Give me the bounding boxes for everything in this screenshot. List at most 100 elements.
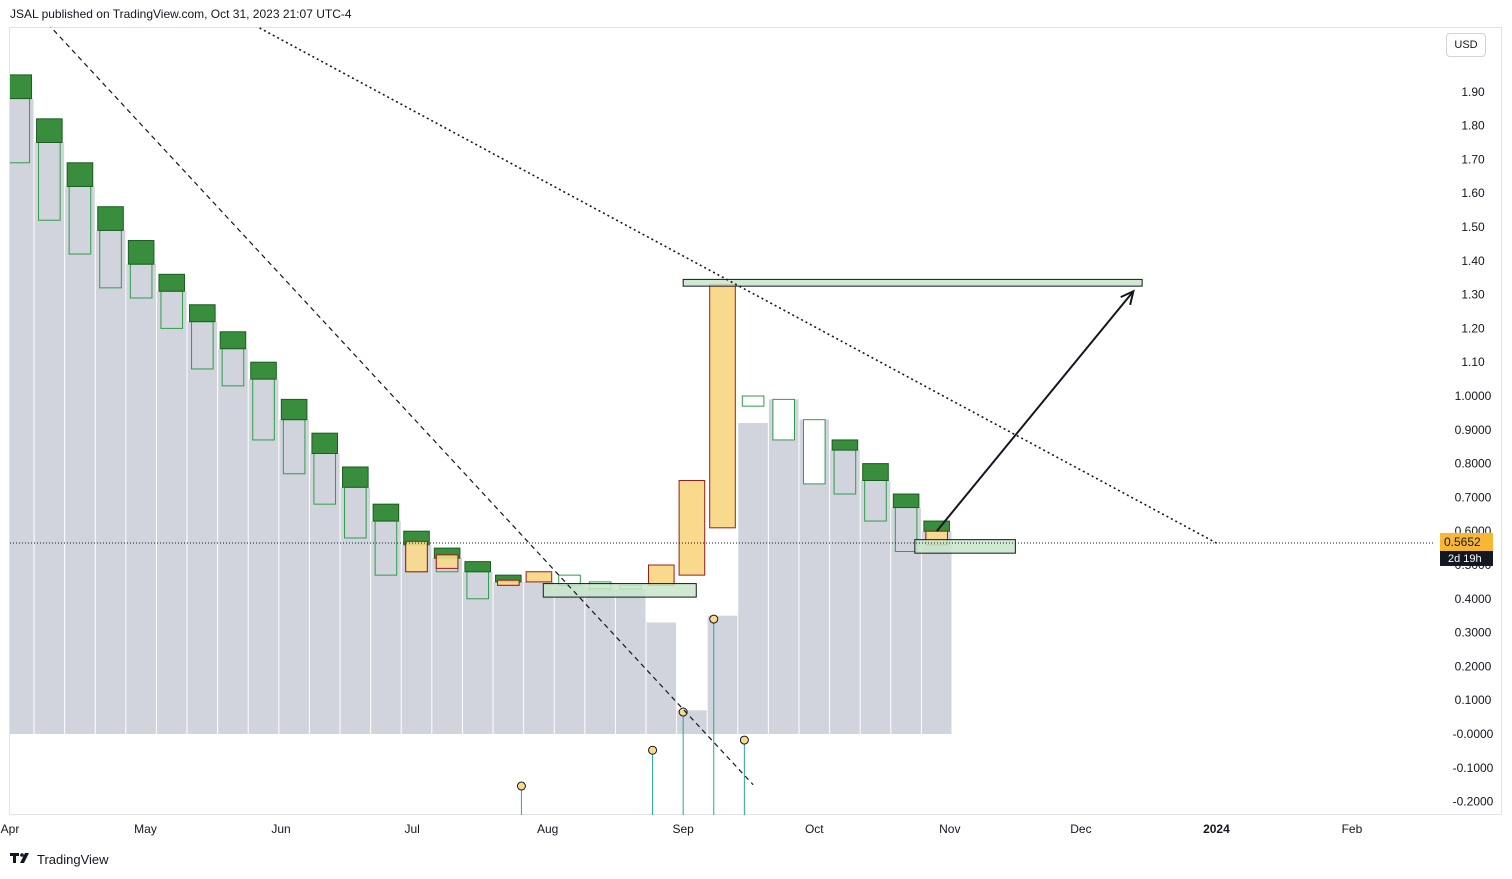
x-tick-label: Feb: [1342, 822, 1363, 836]
footer-brand: TradingView: [10, 852, 109, 867]
volume-column: [738, 423, 768, 734]
y-tick-label: 0.4000: [1455, 592, 1492, 606]
candle-bear-body: [709, 283, 736, 529]
candle-bull-body: [219, 331, 247, 350]
volume-column: [371, 521, 401, 734]
spike-marker: [678, 707, 688, 717]
x-tick-label: Apr: [1, 822, 20, 836]
y-tick-label: 0.3000: [1455, 626, 1492, 640]
candle-bull-body: [311, 432, 339, 454]
volume-column: [554, 585, 585, 734]
last-price-badge: [1440, 532, 1493, 551]
y-tick-label: 0.1000: [1455, 693, 1492, 707]
candle-bull-body: [97, 206, 124, 231]
volume-column: [279, 419, 309, 734]
candle-bull-body: [36, 118, 63, 143]
volume-column: [768, 399, 799, 734]
plot-area: [10, 27, 1435, 815]
x-tick-label: Jun: [271, 822, 290, 836]
volume-column: [248, 379, 279, 734]
candle-hollow-body: [802, 419, 826, 485]
chart-frame: [9, 27, 1502, 815]
x-tick-label: May: [134, 822, 157, 836]
bar-timer-value: 2d 19h: [1448, 553, 1482, 565]
candle-hollow-body: [741, 395, 765, 407]
volume-column: [95, 230, 126, 734]
support-zone-current: [914, 539, 1016, 554]
candle-bull-body: [892, 493, 920, 509]
volume-column: [126, 264, 156, 734]
last-price-value: 0.5652: [1444, 535, 1481, 549]
volume-column: [615, 588, 646, 734]
y-tick-label: 1.10: [1461, 355, 1485, 369]
spike-marker: [739, 735, 749, 745]
candle-overlay-body: [435, 554, 459, 569]
volume-column: [187, 321, 218, 734]
volume-column: [340, 487, 371, 734]
candle-hollow-body: [772, 398, 795, 441]
volume-column: [860, 480, 891, 734]
dashed-trendline: [49, 27, 754, 786]
candle-bear-body: [678, 480, 706, 576]
y-tick-label: 1.90: [1461, 85, 1485, 99]
volume-column: [218, 348, 248, 734]
volume-column: [156, 291, 187, 734]
dotted-trendline: [256, 27, 1217, 544]
volume-column: [65, 186, 95, 734]
x-tick-label: Sep: [672, 822, 694, 836]
volume-column: [309, 453, 340, 734]
y-tick-label: 0.8000: [1455, 457, 1492, 471]
x-tick-label: Oct: [805, 822, 824, 836]
candle-bull-body: [280, 398, 308, 421]
y-tick-label: -0.1000: [1453, 761, 1494, 775]
footer-brand-label: TradingView: [37, 852, 109, 867]
volume-column: [707, 615, 738, 734]
publication-header: JSAL published on TradingView.com, Oct 3…: [10, 7, 352, 21]
support-zone-low: [542, 583, 697, 598]
y-tick-label: -0.0000: [1453, 727, 1494, 741]
candle-bull-body: [862, 463, 889, 482]
candle-bull-body: [10, 74, 33, 100]
y-tick-label: 0.9000: [1455, 423, 1492, 437]
candle-bull-body: [158, 273, 186, 292]
candle-bear-body: [525, 571, 553, 583]
volume-column: [830, 450, 860, 734]
spike-marker: [516, 781, 526, 791]
volume-column: [493, 581, 524, 734]
x-tick-label: Jul: [404, 822, 419, 836]
volume-column: [34, 142, 65, 734]
candle-bull-body: [250, 361, 277, 380]
candle-bull-body: [342, 466, 369, 488]
x-tick-label: 2024: [1203, 822, 1230, 836]
candle-bull-body: [464, 561, 492, 573]
y-tick-label: 1.70: [1461, 152, 1485, 166]
y-tick-label: 1.80: [1461, 119, 1485, 133]
spike-marker: [648, 745, 658, 755]
candle-bear-body: [648, 564, 675, 586]
candle-bull-body: [127, 240, 155, 265]
candle-bull-body: [831, 439, 859, 451]
resistance-zone: [682, 278, 1143, 287]
x-tick-label: Dec: [1070, 822, 1091, 836]
volume-column: [401, 544, 432, 734]
volume-column: [646, 622, 677, 734]
currency-selector[interactable]: USD: [1446, 33, 1486, 57]
x-tick-label: Nov: [939, 822, 960, 836]
volume-column: [921, 531, 952, 734]
y-tick-label: 1.60: [1461, 186, 1485, 200]
candle-bull-body: [189, 304, 216, 323]
projection-arrow-line: [935, 290, 1135, 532]
y-tick-label: 0.7000: [1455, 490, 1492, 504]
projection-arrowhead: [1120, 289, 1135, 306]
y-tick-label: 1.0000: [1455, 389, 1492, 403]
volume-column: [524, 581, 554, 734]
candle-bull-body: [372, 503, 400, 522]
candle-bull-body: [66, 162, 94, 187]
y-tick-label: 1.20: [1461, 321, 1485, 335]
candle-overlay-body: [405, 540, 428, 573]
bar-timer-badge: [1440, 550, 1493, 566]
y-tick-label: 0.2000: [1455, 659, 1492, 673]
x-tick-label: Aug: [537, 822, 558, 836]
volume-column: [432, 558, 462, 734]
